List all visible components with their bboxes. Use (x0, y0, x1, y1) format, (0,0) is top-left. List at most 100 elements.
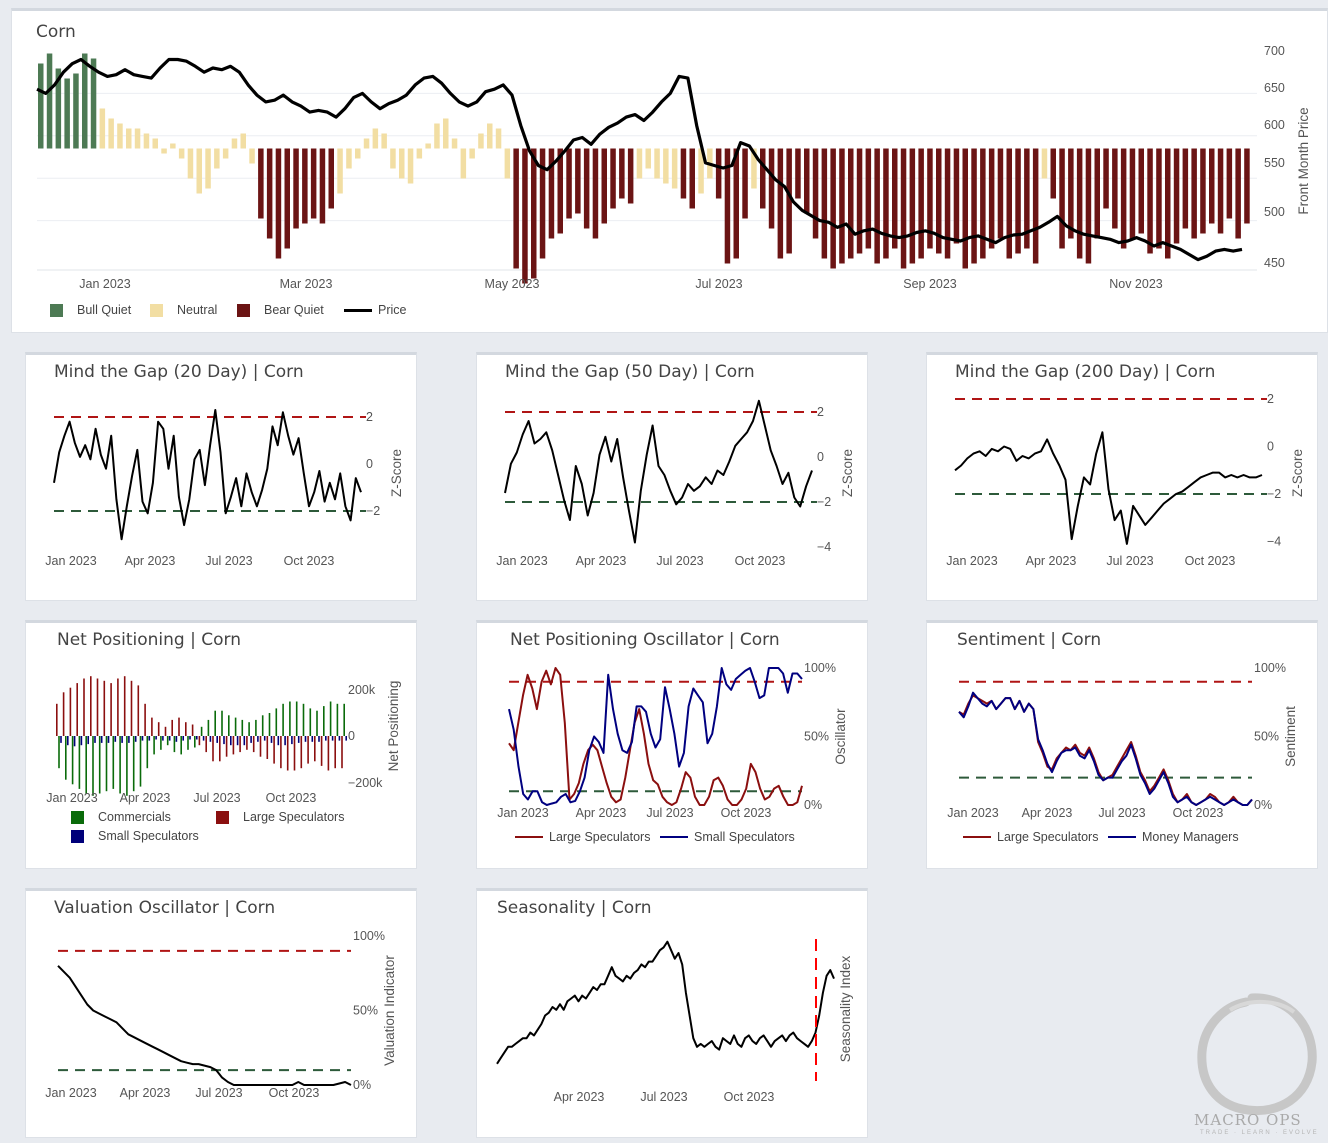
regime-bar (548, 148, 555, 239)
large-spec-bar (144, 703, 146, 736)
main-ytick-1: 650 (1264, 81, 1285, 95)
regime-bar (663, 148, 669, 184)
regime-bar (1165, 148, 1171, 259)
small-spec-bar (209, 736, 212, 742)
gap50-ytick-3: −4 (817, 540, 831, 554)
comm-swatch (71, 810, 84, 824)
regime-bar (583, 148, 590, 229)
sentiment-chart-svg[interactable]: 100% 50% 0% Sentiment Jan 2023 Apr 2023 Jul 20… (927, 623, 1319, 872)
regime-bar (839, 148, 845, 264)
sent-mm-swatch (1108, 836, 1136, 838)
small-spec-bar (121, 736, 123, 743)
commercials-bar (132, 736, 135, 792)
regime-bar (768, 148, 775, 229)
regime-bar (575, 148, 581, 214)
large-spec-bar (252, 736, 255, 753)
small-spec-bar (148, 736, 151, 741)
commercials-bar (71, 736, 74, 785)
regime-bar (170, 143, 176, 149)
regime-bar (627, 148, 634, 204)
large-spec-bar (239, 736, 241, 753)
legend-sent-large[interactable]: Large Speculators (963, 830, 1098, 844)
legend-bear-quiet[interactable]: Bear Quiet (237, 303, 324, 317)
regime-bar (1209, 148, 1215, 224)
gap200-chart-svg[interactable]: 2 0 −2 −4 Z-Score Jan 2023 Apr 2023 Jul 2023 Oct… (927, 355, 1319, 604)
large-spec-bar (266, 736, 269, 759)
gap50-xtick-2: Jul 2023 (656, 554, 703, 568)
large-spec-bar (90, 676, 92, 736)
regime-bar (126, 128, 132, 149)
small-spec-bar (243, 736, 246, 746)
regime-bar (742, 148, 748, 219)
regime-bar (372, 128, 379, 149)
gap20-ytick-0: 2 (366, 410, 373, 424)
large-spec-bar (62, 692, 65, 736)
legend-bull-quiet[interactable]: Bull Quiet (50, 303, 131, 317)
npo-y-title: Oscillator (833, 708, 848, 765)
large-spec-bar (83, 678, 85, 736)
regime-bar (1244, 148, 1250, 224)
large-spec-bar (205, 736, 207, 753)
regime-bar (689, 148, 695, 209)
large-spec-bar (286, 736, 289, 771)
valuation-valuation-line (57, 965, 352, 1086)
npo-xtick-1: Apr 2023 (576, 806, 627, 820)
netpos-ytick-1: 0 (348, 729, 355, 743)
commercials-bar (302, 703, 305, 736)
regime-bar (971, 148, 977, 264)
commercials-bar (221, 710, 223, 736)
npo-chart-svg[interactable]: 100% 50% 0% Oscillator Jan 2023 Apr 2023 Jul 2… (477, 623, 869, 872)
commercials-bar (207, 719, 210, 736)
valuation-chart-svg[interactable]: 100% 50% 0% Valuation Indicator Jan 2023 Apr … (26, 891, 418, 1141)
regime-bar (848, 148, 854, 259)
commercials-bar (309, 708, 312, 736)
gap50-chart-svg[interactable]: 2 0 −2 −4 Z-Score Jan 2023 Apr 2023 Jul 2023 Oct… (477, 355, 869, 604)
seasonality-chart-svg[interactable]: Seasonality Index Apr 2023 Jul 2023 Oct 202… (477, 891, 869, 1141)
legend-npo-large[interactable]: Large Speculators (515, 830, 650, 844)
small-spec-bar (73, 736, 76, 747)
regime-bar (443, 118, 449, 149)
commercials-bar (282, 703, 284, 736)
enso-circle-icon (1197, 993, 1317, 1116)
legend-price[interactable]: Price (344, 303, 406, 317)
large-spec-bar (117, 678, 119, 736)
small-spec-bar (80, 736, 83, 746)
gap50-xtick-0: Jan 2023 (496, 554, 547, 568)
legend-large-spec[interactable]: Large Speculators (216, 810, 344, 824)
sentiment-y-title: Sentiment (1283, 706, 1298, 767)
legend-neutral[interactable]: Neutral (150, 303, 217, 317)
legend-small-spec[interactable]: Small Speculators (71, 829, 199, 843)
regime-bar (636, 148, 643, 179)
regime-bar (99, 108, 106, 149)
gap20-chart-svg[interactable]: 2 0 −2 Z-Score Jan 2023 Apr 2023 Jul 2023 Oct 2… (26, 355, 418, 604)
large-spec-bar (171, 719, 173, 736)
gap20-xtick-2: Jul 2023 (205, 554, 252, 568)
small-spec-bar (182, 736, 184, 741)
legend-commercials[interactable]: Commercials (71, 810, 171, 824)
regime-bar (557, 148, 563, 234)
seasonality-line (496, 940, 835, 1065)
regime-bar (1200, 148, 1206, 234)
commercials-bar (248, 722, 250, 736)
regime-bar (346, 148, 352, 169)
main-chart-svg[interactable]: 700 650 600 550 500 450 Front Month Price Jan 2… (12, 11, 1328, 336)
commercials-bar (173, 736, 176, 753)
small-spec-bar (189, 736, 191, 740)
netpos-title: Net Positioning | Corn (57, 630, 241, 650)
gap50-xtick-3: Oct 2023 (735, 554, 786, 568)
large-spec-bar (69, 687, 72, 736)
legend-npo-small[interactable]: Small Speculators (660, 830, 795, 844)
regime-bar (134, 128, 141, 149)
small-spec-bar (331, 736, 334, 741)
regime-bar (856, 148, 863, 254)
small-spec-bar (236, 736, 239, 746)
regime-bar (953, 148, 960, 244)
main-xtick-3: Jul 2023 (695, 277, 742, 291)
small-spec-bar (257, 736, 259, 742)
legend-sent-mm[interactable]: Money Managers (1108, 830, 1239, 844)
gap20-ytick-2: −2 (366, 504, 380, 518)
commercials-bar (98, 736, 101, 794)
regime-bar (284, 148, 290, 249)
regime-bar (980, 148, 986, 259)
